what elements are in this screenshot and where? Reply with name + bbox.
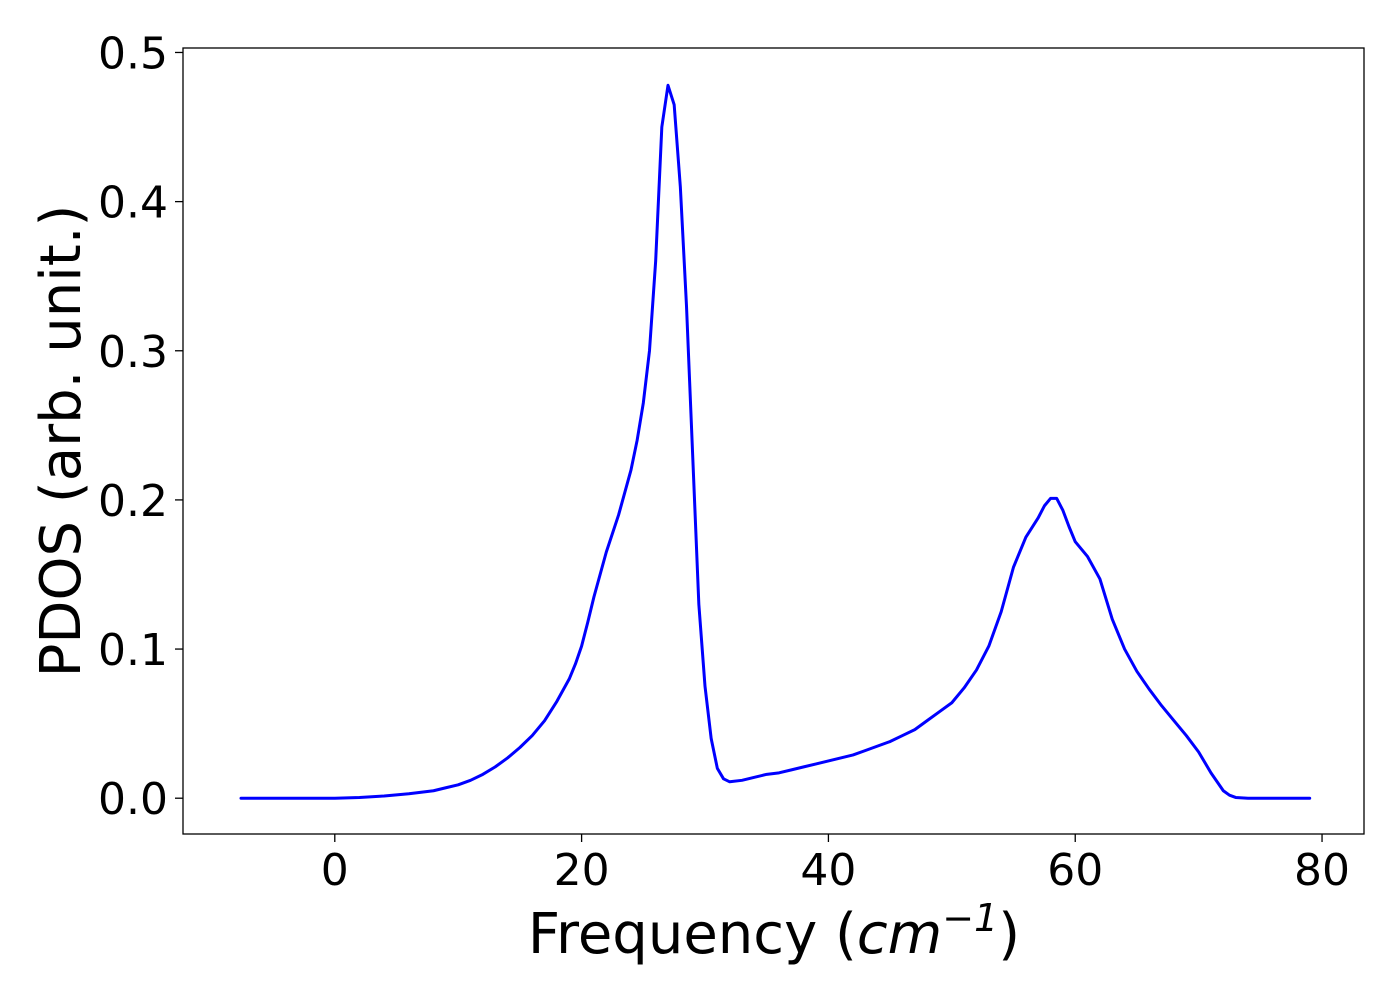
x-axis: 0 20 40 60 80 [321,834,1350,896]
plot-frame [182,47,1365,835]
y-tick-label: 0.0 [98,774,168,825]
x-tick-label: 60 [1047,845,1103,896]
y-axis: 0.0 0.1 0.2 0.3 0.4 0.5 [98,28,183,825]
y-tick-label: 0.3 [98,327,168,378]
y-tick-label: 0.5 [98,28,168,79]
x-tick-label: 0 [321,845,349,896]
series-line-0 [239,83,1312,800]
x-tick-label: 80 [1294,845,1350,896]
y-tick-label: 0.1 [98,625,168,676]
plot-area [182,47,1365,835]
y-tick-label: 0.4 [98,178,168,229]
x-tick-label: 20 [554,845,610,896]
x-tick-label: 40 [800,845,856,896]
y-tick-label: 0.2 [98,476,168,527]
x-axis-title: Frequency (cm−1) [528,896,1020,967]
y-axis-title: PDOS (arb. unit.) [29,205,94,678]
